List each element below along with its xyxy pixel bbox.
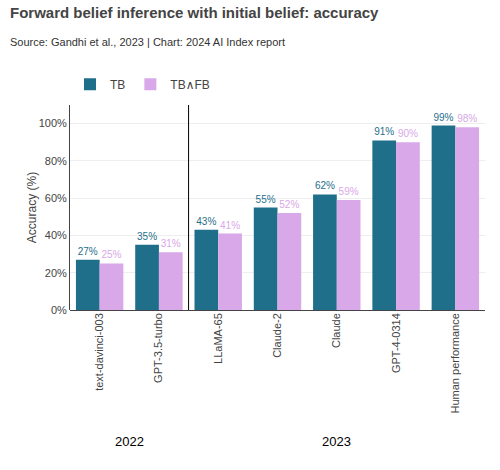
svg-text:Forward belief inference with: Forward belief inference with initial be… [10, 4, 379, 21]
svg-text:43%: 43% [196, 216, 216, 227]
svg-text:52%: 52% [279, 199, 299, 210]
svg-text:Accuracy (%): Accuracy (%) [25, 172, 39, 243]
svg-text:91%: 91% [374, 126, 394, 137]
svg-text:99%: 99% [433, 112, 453, 123]
svg-text:59%: 59% [339, 186, 359, 197]
svg-text:2023: 2023 [322, 434, 351, 449]
svg-text:90%: 90% [398, 128, 418, 139]
svg-text:62%: 62% [315, 180, 335, 191]
svg-text:31%: 31% [161, 238, 181, 249]
svg-text:2022: 2022 [115, 434, 144, 449]
svg-text:TB: TB [110, 78, 125, 92]
svg-text:0%: 0% [51, 304, 67, 316]
svg-text:GPT-4-0314: GPT-4-0314 [390, 313, 402, 373]
svg-text:Human performance: Human performance [449, 313, 461, 413]
svg-text:20%: 20% [45, 267, 67, 279]
svg-text:Claude: Claude [330, 313, 342, 348]
svg-text:98%: 98% [457, 113, 477, 124]
svg-text:text-davinci-003: text-davinci-003 [93, 313, 105, 391]
svg-text:55%: 55% [256, 194, 276, 205]
svg-text:Source: Gandhi et al., 2023 |: Source: Gandhi et al., 2023 | Chart: 202… [10, 36, 285, 48]
svg-text:100%: 100% [39, 117, 67, 129]
svg-text:80%: 80% [45, 155, 67, 167]
svg-text:Claude-2: Claude-2 [271, 313, 283, 358]
svg-text:TB∧FB: TB∧FB [170, 78, 209, 92]
svg-text:40%: 40% [45, 229, 67, 241]
svg-text:GPT-3.5-turbo: GPT-3.5-turbo [153, 313, 165, 383]
svg-text:27%: 27% [78, 246, 98, 257]
svg-text:LLaMA-65: LLaMA-65 [212, 313, 224, 364]
svg-text:60%: 60% [45, 192, 67, 204]
svg-text:25%: 25% [101, 249, 121, 260]
svg-text:41%: 41% [220, 220, 240, 231]
svg-text:35%: 35% [137, 231, 157, 242]
